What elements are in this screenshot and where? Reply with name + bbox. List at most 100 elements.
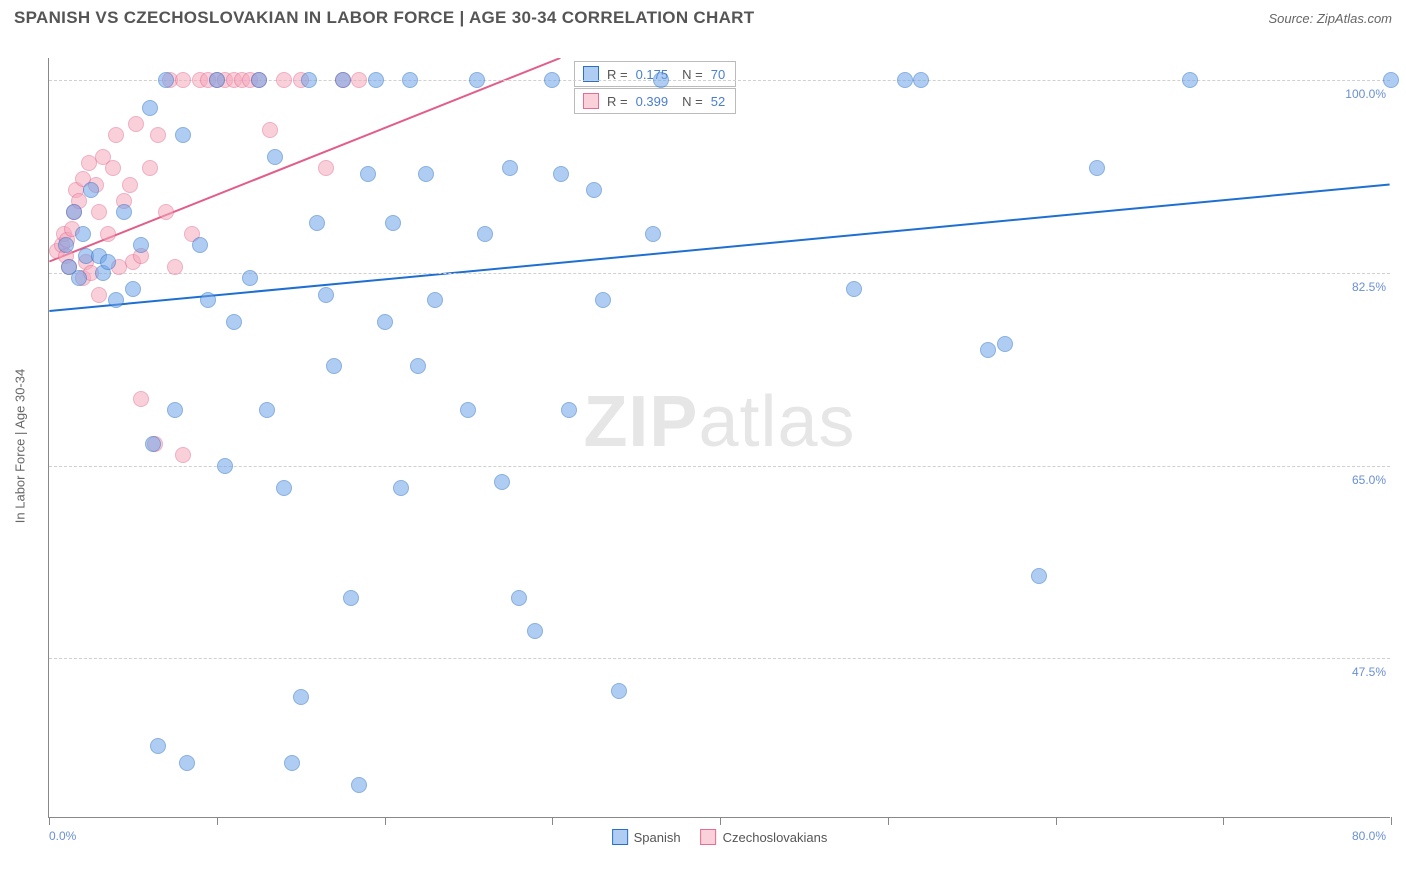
x-tick-label-first: 0.0% bbox=[49, 829, 76, 843]
chart-title: SPANISH VS CZECHOSLOVAKIAN IN LABOR FORC… bbox=[14, 8, 754, 28]
marker-blue bbox=[71, 270, 87, 286]
marker-blue bbox=[142, 100, 158, 116]
marker-blue bbox=[200, 292, 216, 308]
marker-pink bbox=[351, 72, 367, 88]
marker-pink bbox=[262, 122, 278, 138]
marker-blue bbox=[653, 72, 669, 88]
marker-blue bbox=[58, 237, 74, 253]
source-label: Source: ZipAtlas.com bbox=[1268, 11, 1392, 26]
marker-blue bbox=[116, 204, 132, 220]
trendlines-svg bbox=[49, 58, 1390, 817]
marker-pink bbox=[91, 287, 107, 303]
marker-blue bbox=[145, 436, 161, 452]
marker-blue bbox=[108, 292, 124, 308]
gridline-h bbox=[49, 658, 1390, 659]
marker-pink bbox=[108, 127, 124, 143]
swatch-pink-icon bbox=[583, 93, 599, 109]
marker-blue bbox=[1089, 160, 1105, 176]
marker-pink bbox=[128, 116, 144, 132]
y-axis-title: In Labor Force | Age 30-34 bbox=[13, 369, 28, 523]
marker-blue bbox=[309, 215, 325, 231]
marker-blue bbox=[502, 160, 518, 176]
marker-blue bbox=[242, 270, 258, 286]
marker-blue bbox=[460, 402, 476, 418]
marker-blue bbox=[100, 254, 116, 270]
marker-pink bbox=[175, 72, 191, 88]
marker-blue bbox=[385, 215, 401, 231]
x-tick bbox=[217, 817, 218, 825]
marker-blue bbox=[511, 590, 527, 606]
marker-blue bbox=[846, 281, 862, 297]
marker-pink bbox=[276, 72, 292, 88]
marker-blue bbox=[527, 623, 543, 639]
marker-blue bbox=[83, 182, 99, 198]
correlation-legend-czech: R = 0.399 N = 52 bbox=[574, 88, 736, 114]
marker-blue bbox=[402, 72, 418, 88]
marker-pink bbox=[167, 259, 183, 275]
marker-blue bbox=[192, 237, 208, 253]
marker-blue bbox=[469, 72, 485, 88]
marker-blue bbox=[125, 281, 141, 297]
r-label-czech: R = bbox=[607, 94, 628, 109]
marker-blue bbox=[611, 683, 627, 699]
r-value-czech: 0.399 bbox=[636, 94, 669, 109]
marker-blue bbox=[175, 127, 191, 143]
y-tick-label: 47.5% bbox=[1352, 665, 1392, 679]
x-tick bbox=[1391, 817, 1392, 825]
marker-blue bbox=[179, 755, 195, 771]
marker-blue bbox=[301, 72, 317, 88]
marker-blue bbox=[586, 182, 602, 198]
marker-blue bbox=[75, 226, 91, 242]
watermark: ZIPatlas bbox=[583, 381, 855, 463]
x-tick bbox=[1223, 817, 1224, 825]
marker-blue bbox=[209, 72, 225, 88]
title-bar: SPANISH VS CZECHOSLOVAKIAN IN LABOR FORC… bbox=[0, 0, 1406, 32]
watermark-zip: ZIP bbox=[583, 382, 698, 462]
x-tick bbox=[49, 817, 50, 825]
swatch-pink-icon bbox=[701, 829, 717, 845]
y-tick-label: 82.5% bbox=[1352, 280, 1392, 294]
marker-blue bbox=[267, 149, 283, 165]
x-tick bbox=[385, 817, 386, 825]
marker-blue bbox=[226, 314, 242, 330]
n-value-czech: 52 bbox=[711, 94, 725, 109]
marker-blue bbox=[360, 166, 376, 182]
marker-pink bbox=[142, 160, 158, 176]
marker-pink bbox=[122, 177, 138, 193]
marker-blue bbox=[1031, 568, 1047, 584]
marker-blue bbox=[133, 237, 149, 253]
x-tick-label-last: 80.0% bbox=[1352, 829, 1386, 843]
marker-blue bbox=[167, 402, 183, 418]
marker-blue bbox=[251, 72, 267, 88]
marker-blue bbox=[897, 72, 913, 88]
marker-blue bbox=[318, 287, 334, 303]
y-tick-label: 65.0% bbox=[1352, 473, 1392, 487]
marker-blue bbox=[351, 777, 367, 793]
marker-blue bbox=[293, 689, 309, 705]
marker-blue bbox=[997, 336, 1013, 352]
marker-blue bbox=[150, 738, 166, 754]
marker-blue bbox=[335, 72, 351, 88]
series-legend: Spanish Czechoslovakians bbox=[612, 829, 828, 845]
marker-blue bbox=[343, 590, 359, 606]
marker-pink bbox=[150, 127, 166, 143]
watermark-atlas: atlas bbox=[698, 382, 855, 462]
marker-blue bbox=[410, 358, 426, 374]
marker-blue bbox=[1383, 72, 1399, 88]
x-tick bbox=[1056, 817, 1057, 825]
marker-blue bbox=[913, 72, 929, 88]
legend-label-czech: Czechoslovakians bbox=[723, 830, 828, 845]
marker-blue bbox=[276, 480, 292, 496]
marker-blue bbox=[368, 72, 384, 88]
marker-pink bbox=[133, 391, 149, 407]
marker-blue bbox=[980, 342, 996, 358]
marker-pink bbox=[318, 160, 334, 176]
x-tick bbox=[552, 817, 553, 825]
y-tick-label: 100.0% bbox=[1345, 87, 1392, 101]
x-tick bbox=[888, 817, 889, 825]
swatch-blue-icon bbox=[612, 829, 628, 845]
marker-blue bbox=[544, 72, 560, 88]
marker-blue bbox=[418, 166, 434, 182]
marker-blue bbox=[377, 314, 393, 330]
marker-blue bbox=[561, 402, 577, 418]
